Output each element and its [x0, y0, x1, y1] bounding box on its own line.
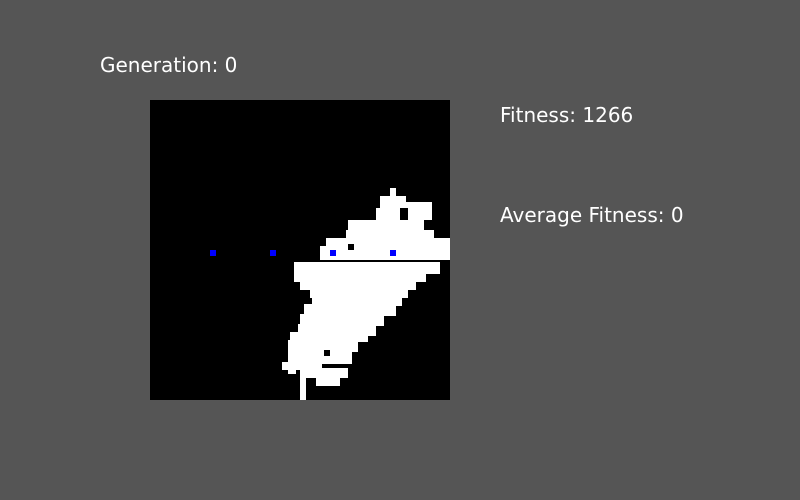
- fitness-label: Fitness: 1266: [500, 103, 634, 127]
- cell-field: [210, 188, 450, 400]
- live-cells: [282, 188, 450, 400]
- marker-point: [330, 250, 336, 256]
- simulation-grid: [150, 100, 450, 400]
- dead-cells: [324, 196, 410, 356]
- generation-label: Generation: 0: [100, 53, 238, 77]
- marker-point: [390, 250, 396, 256]
- marker-point: [270, 250, 276, 256]
- marker-point: [210, 250, 216, 256]
- average-fitness-label: Average Fitness: 0: [500, 203, 684, 227]
- marker-points: [210, 250, 396, 256]
